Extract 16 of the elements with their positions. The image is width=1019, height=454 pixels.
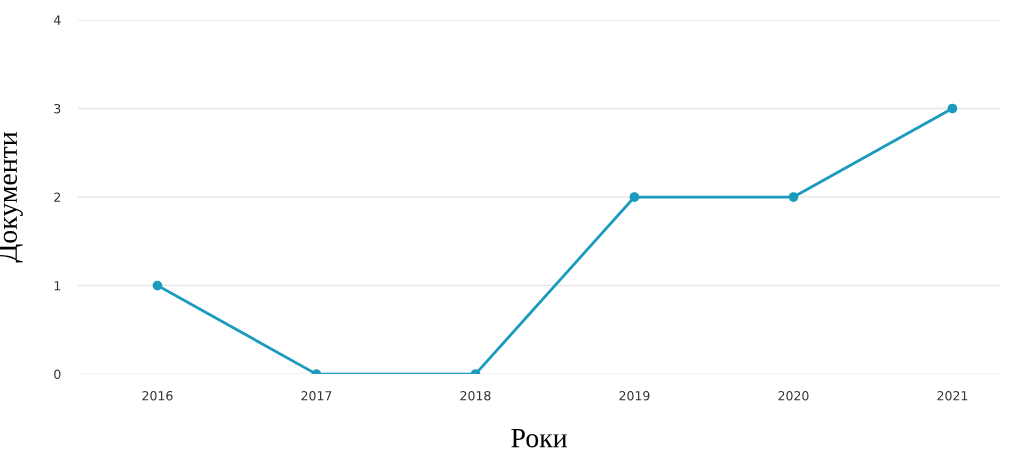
x-tick-label: 2017 xyxy=(301,390,332,401)
y-tick-label: 1 xyxy=(54,281,61,291)
y-tick-label: 4 xyxy=(53,15,61,25)
point xyxy=(152,280,163,291)
x-tick-label: 2019 xyxy=(619,390,650,401)
point xyxy=(947,103,958,114)
x-axis-title: Роки xyxy=(511,428,567,448)
point xyxy=(629,192,640,202)
x-tick-label: 2021 xyxy=(937,390,968,401)
x-tick-label: 2020 xyxy=(778,390,809,401)
x-tick-label: 2018 xyxy=(460,390,491,401)
point xyxy=(788,192,799,202)
y-tick-label: 2 xyxy=(54,192,61,202)
y-tick-label: 3 xyxy=(54,103,61,114)
y-tick-label: 0 xyxy=(54,369,61,380)
x-tick-label: 2016 xyxy=(142,390,173,401)
